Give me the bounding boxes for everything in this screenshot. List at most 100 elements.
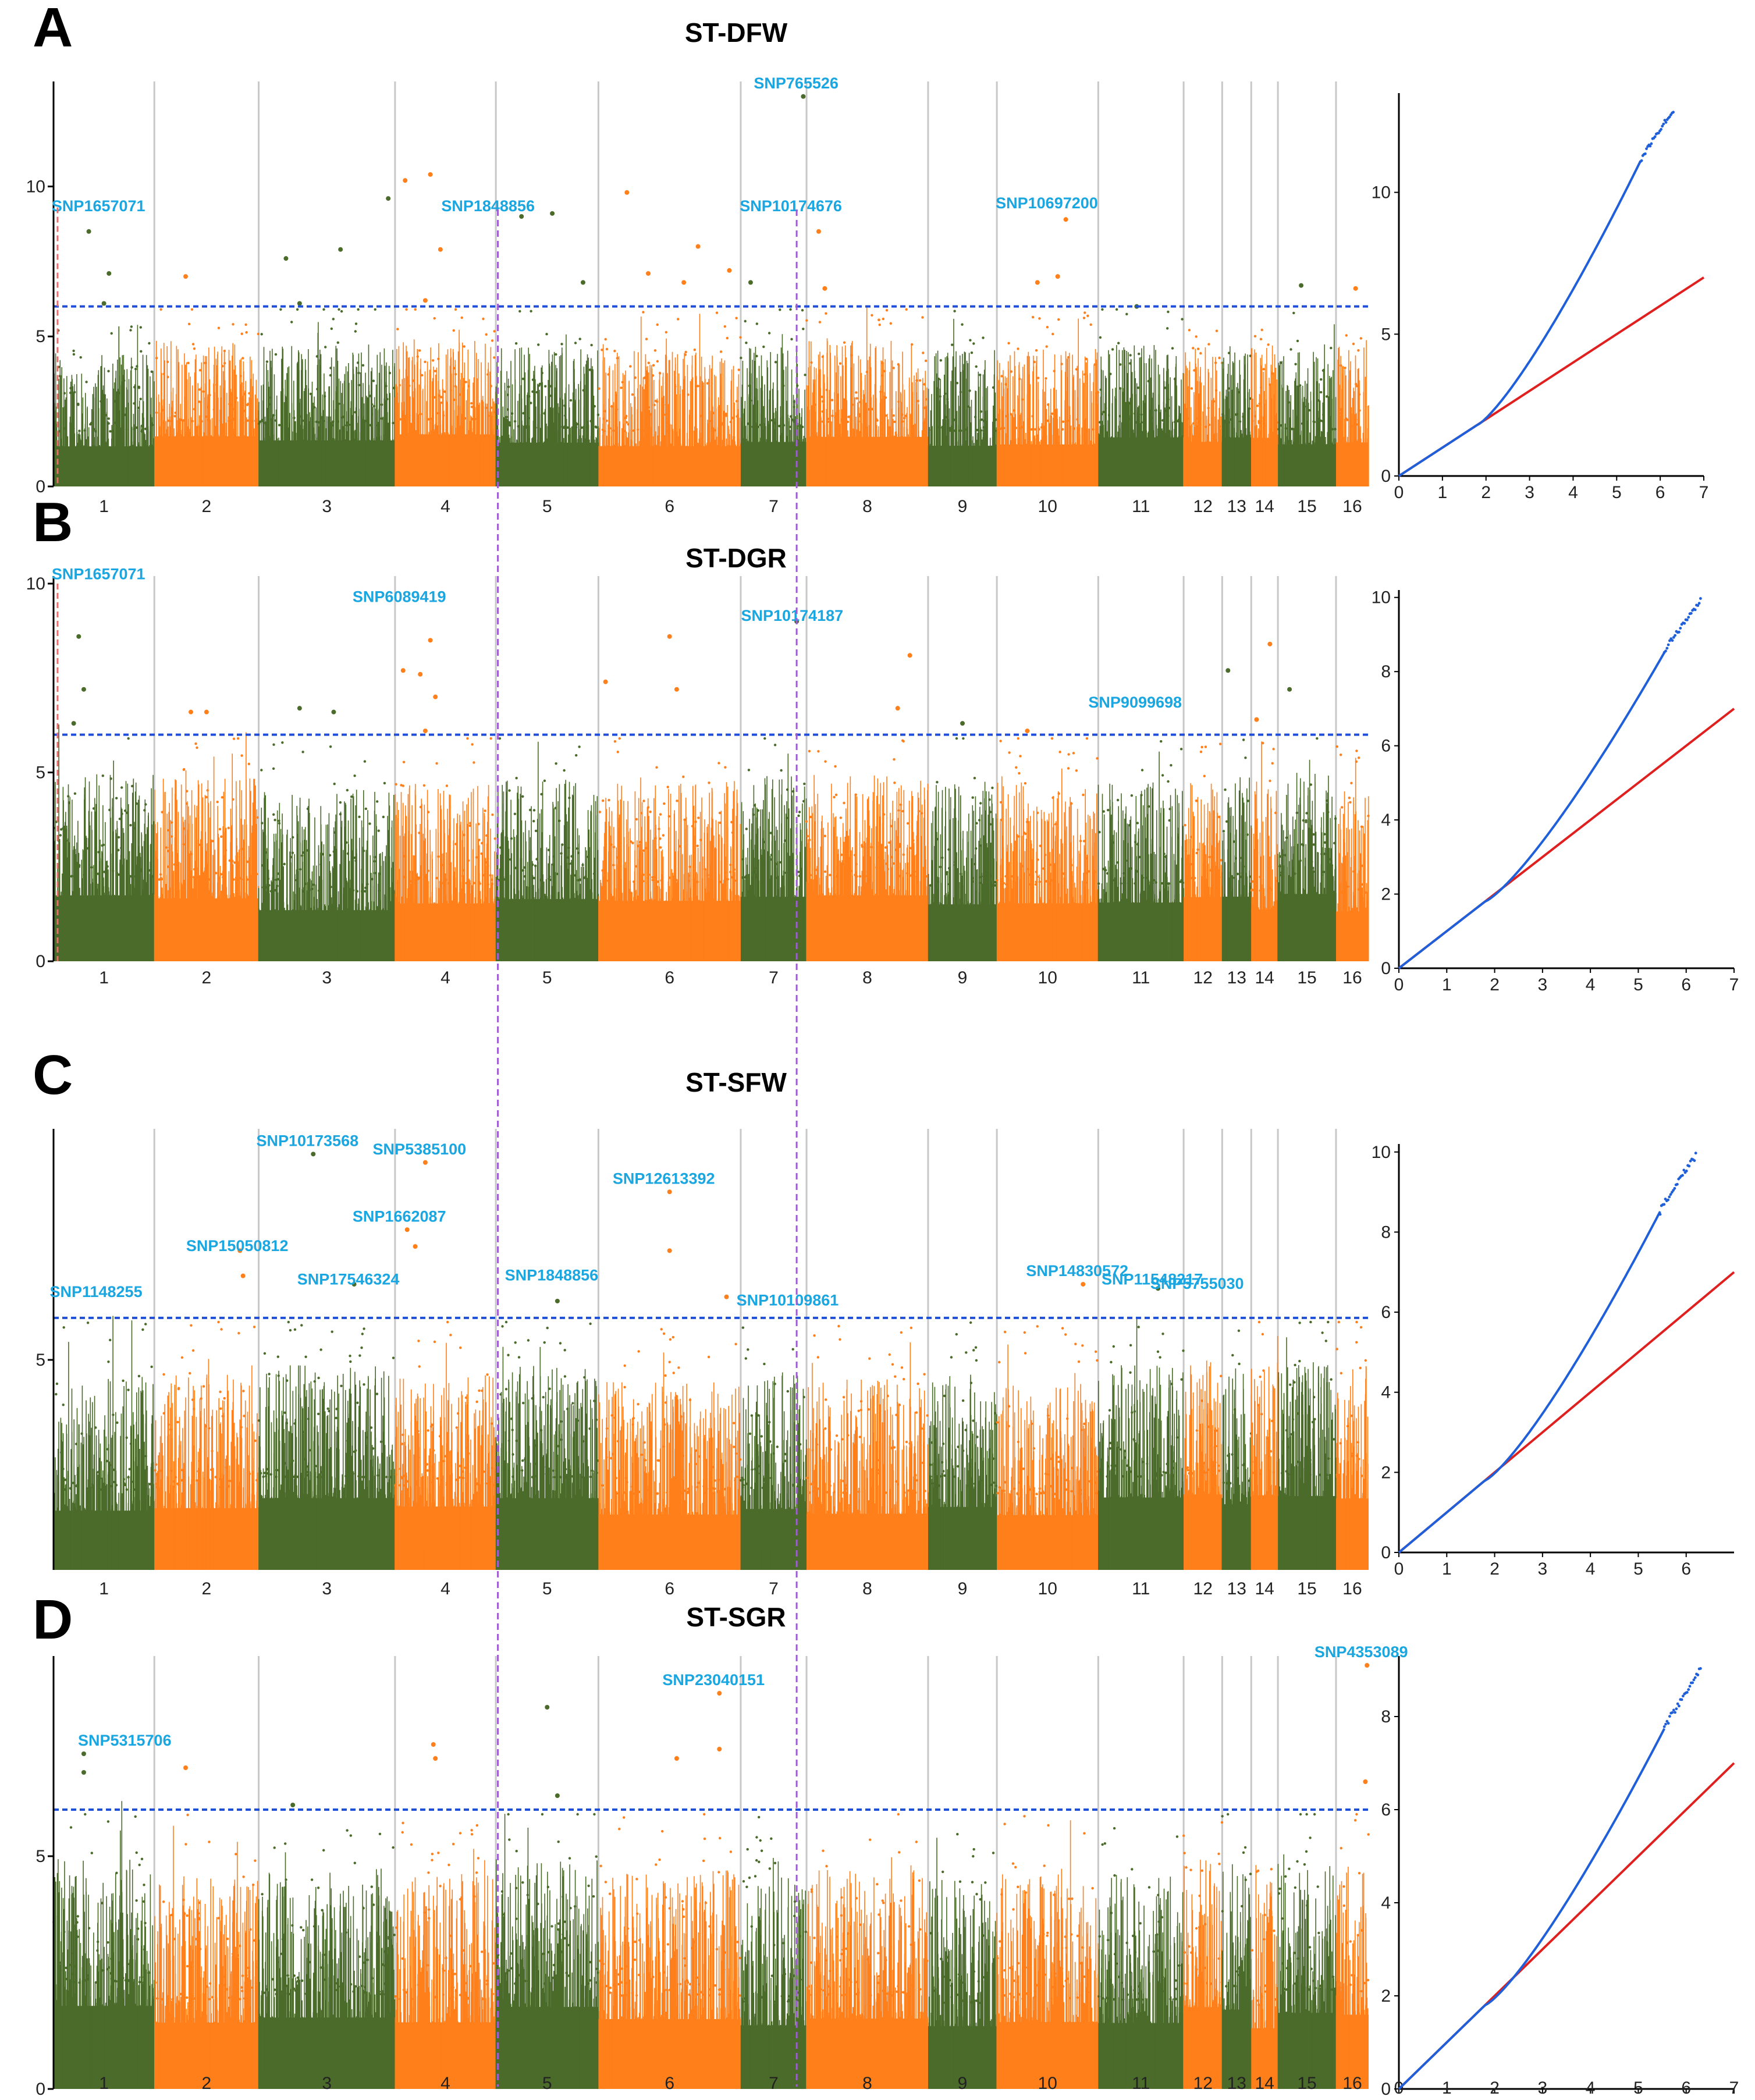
snp-point (999, 427, 1001, 431)
snp-point (802, 800, 805, 803)
chromosome-10-points (996, 1325, 1100, 1570)
snp-point (580, 426, 583, 429)
snp-point (155, 1486, 158, 1488)
snp-point (1070, 1933, 1073, 1936)
qq-y-tick-label: 8 (1381, 1223, 1391, 1242)
snp-point (417, 1456, 420, 1459)
snp-point (135, 1899, 138, 1902)
snp-point (669, 1479, 673, 1483)
snp-point (717, 1478, 720, 1481)
snp-point (319, 863, 322, 866)
y-tick-label: 0 (35, 952, 45, 971)
snp-point (422, 784, 426, 787)
snp-point (1129, 417, 1132, 420)
snp-point (507, 1353, 510, 1356)
snp-point (530, 401, 532, 404)
significant-snp-point (331, 709, 336, 715)
snp-point (683, 818, 686, 822)
snp-point (608, 798, 610, 802)
snp-point (831, 414, 834, 417)
snp-point (1037, 376, 1040, 379)
snp-point (718, 811, 722, 815)
snp-point (555, 762, 557, 765)
snp-point (652, 1975, 655, 1978)
snp-point (979, 876, 982, 879)
snp-point (335, 1982, 339, 1985)
snp-point (1013, 1487, 1016, 1490)
snp-point (198, 388, 201, 391)
snp-point (363, 1985, 367, 1989)
snp-point (1233, 1408, 1237, 1411)
snp-point (579, 878, 582, 881)
snp-point (717, 1988, 721, 1991)
snp-point (68, 801, 71, 804)
snp-point (840, 1952, 843, 1956)
qq-y-tick-label: 4 (1381, 811, 1391, 830)
snp-point (531, 1476, 534, 1479)
snp-point (965, 428, 968, 431)
snp-point (712, 411, 715, 414)
snp-point (313, 1993, 316, 1996)
snp-point (77, 403, 80, 406)
snp-point (1142, 419, 1146, 422)
snp-point (510, 1952, 513, 1955)
snp-point (1138, 855, 1141, 859)
snp-point (994, 1484, 998, 1487)
snp-point (595, 1981, 598, 1984)
snp-point (710, 880, 713, 883)
snp-point (1260, 328, 1263, 332)
significant-snp-point (717, 1691, 722, 1696)
snp-point (759, 1839, 762, 1842)
qq-x-tick-label: 0 (1394, 1559, 1404, 1579)
snp-point (1308, 1946, 1312, 1949)
snp-point (468, 882, 471, 886)
snp-point (798, 1988, 802, 1991)
snp-point (162, 372, 165, 375)
snp-point (181, 1469, 184, 1472)
snp-point (1334, 817, 1337, 820)
snp-point (565, 1971, 568, 1974)
snp-point (739, 336, 742, 339)
snp-point (126, 1963, 129, 1966)
snp-point (682, 775, 685, 779)
chromosome-label: 12 (1193, 2074, 1213, 2093)
snp-point (798, 1935, 802, 1938)
qq-y-tick-label: 8 (1381, 1707, 1391, 1726)
snp-point (637, 1403, 640, 1406)
chromosome-1-points (52, 1801, 155, 2089)
snp-point (837, 1324, 840, 1328)
snp-point (1066, 1977, 1070, 1980)
snp-point (513, 812, 517, 816)
snp-point (1189, 1417, 1192, 1420)
chromosome-spikes (154, 1825, 258, 2089)
snp-point (438, 1435, 442, 1438)
snp-point (1157, 1893, 1160, 1896)
snp-point (568, 1857, 571, 1860)
snp-point (1316, 1885, 1319, 1888)
snp-point (560, 1950, 563, 1953)
snp-point (563, 769, 566, 772)
snp-point (835, 1935, 839, 1938)
snp-point (1099, 421, 1102, 424)
snp-label: SNP1657071 (52, 565, 145, 582)
snp-point (925, 1971, 928, 1974)
snp-point (156, 1997, 159, 2000)
snp-point (444, 1455, 447, 1458)
snp-point (1175, 1436, 1179, 1439)
snp-point (459, 1898, 462, 1901)
snp-point (58, 375, 62, 378)
snp-point (844, 1487, 847, 1490)
snp-point (1041, 1987, 1045, 1989)
snp-point (150, 1365, 153, 1369)
snp-point (1349, 1983, 1352, 1987)
chromosome-12-points (1184, 1360, 1223, 1570)
qq-tail-point (1661, 125, 1664, 128)
snp-point (645, 1483, 648, 1486)
snp-point (825, 1865, 828, 1868)
snp-point (839, 1959, 842, 1962)
snp-point (399, 1475, 403, 1479)
snp-point (711, 845, 714, 848)
snp-point (612, 845, 616, 848)
snp-point (633, 1492, 636, 1495)
snp-point (402, 1821, 404, 1825)
